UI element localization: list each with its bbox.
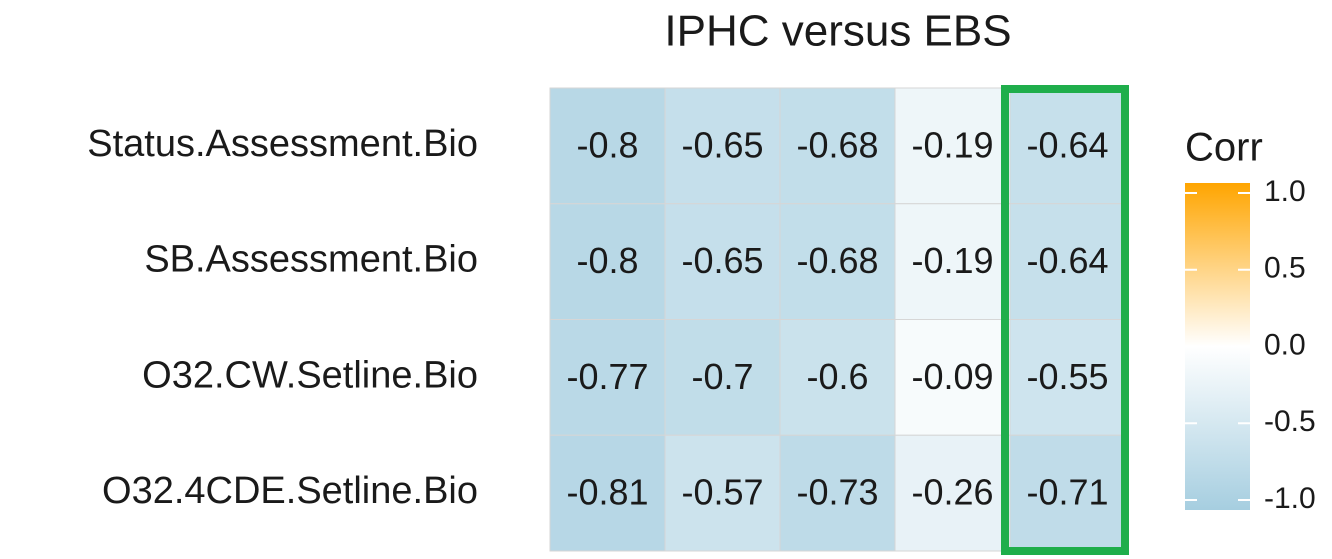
colorbar-tick-label: 1.0 [1264,175,1306,208]
cell-label: -0.19 [911,240,993,281]
row-label: O32.4CDE.Setline.Bio [102,470,478,512]
heatmap-cell [549,203,666,320]
heatmap-cell [1009,203,1126,320]
heatmap-cell [894,319,1011,436]
cell-label: -0.68 [796,124,878,165]
cell-label: -0.8 [576,240,638,281]
cell-label: -0.73 [796,472,878,513]
heatmap-cell [779,203,896,320]
cell-label: -0.09 [911,356,993,397]
colorbar-tick-label: 0.0 [1264,328,1306,361]
cell-label: -0.19 [911,124,993,165]
chart-title: IPHC versus EBS [664,7,1011,56]
cell-label: -0.68 [796,240,878,281]
cell-label: -0.71 [1026,472,1108,513]
cell-label: -0.57 [681,472,763,513]
row-label: O32.CW.Setline.Bio [142,354,478,396]
colorbar-tick-label: 0.5 [1264,252,1306,285]
row-label: SB.Assessment.Bio [144,239,478,281]
cell-label: -0.6 [806,356,868,397]
legend-title: Corr [1185,126,1263,170]
cell-label: -0.65 [681,124,763,165]
colorbar-tick-label: -0.5 [1264,405,1316,438]
cell-label: -0.55 [1026,356,1108,397]
cell-label: -0.77 [566,356,648,397]
heatmap-cell [1009,434,1126,552]
colorbar-tick-label: -1.0 [1264,482,1316,515]
heatmap-cell [1009,319,1126,436]
cell-label: -0.26 [911,472,993,513]
row-label: Status.Assessment.Bio [87,123,478,165]
cell-label: -0.65 [681,240,763,281]
cell-label: -0.64 [1026,240,1108,281]
highlight-box [1001,85,1129,555]
heatmap-cell [779,319,896,436]
heatmap-cell [1009,87,1126,205]
heatmap-cell [549,434,666,552]
cell-label: -0.81 [566,472,648,513]
heatmap-cell [894,87,1011,205]
cell-label: -0.7 [691,356,753,397]
heatmap-cell [664,87,781,205]
heatmap-cell [664,319,781,436]
cell-label: -0.8 [576,124,638,165]
heatmap-cell [779,434,896,552]
heatmap-cell [779,87,896,205]
heatmap-cell [664,434,781,552]
heatmap-cell [894,434,1011,552]
cell-label: -0.64 [1026,124,1108,165]
heatmap-cell [549,87,666,205]
